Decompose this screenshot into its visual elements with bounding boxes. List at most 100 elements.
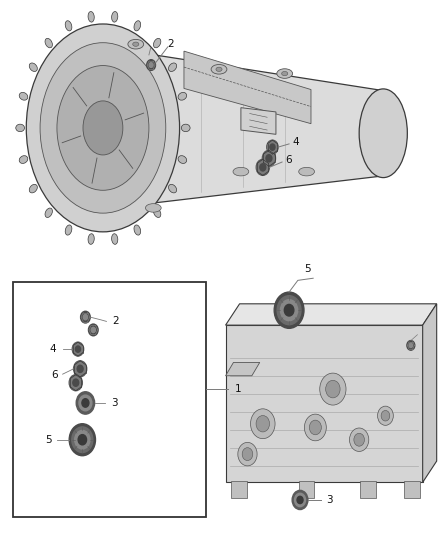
Ellipse shape (65, 21, 72, 31)
Circle shape (77, 365, 83, 373)
Circle shape (378, 406, 393, 425)
Circle shape (350, 428, 369, 451)
Ellipse shape (153, 208, 161, 217)
Ellipse shape (178, 156, 187, 164)
Ellipse shape (112, 12, 118, 22)
Circle shape (260, 164, 266, 171)
Circle shape (149, 63, 153, 68)
Circle shape (326, 381, 340, 398)
Text: 6: 6 (51, 370, 57, 380)
Text: 4: 4 (49, 344, 56, 354)
Bar (13, 282, 206, 517)
Polygon shape (184, 51, 311, 124)
Circle shape (280, 300, 298, 321)
Circle shape (75, 362, 85, 375)
Circle shape (309, 420, 321, 435)
Ellipse shape (133, 42, 139, 46)
Circle shape (256, 159, 269, 175)
Circle shape (147, 60, 155, 70)
Circle shape (82, 399, 89, 407)
Circle shape (74, 361, 87, 377)
Bar (360, 481, 376, 498)
Polygon shape (103, 47, 383, 209)
Circle shape (381, 410, 390, 421)
Text: 2: 2 (113, 317, 119, 326)
Ellipse shape (178, 92, 187, 100)
Ellipse shape (134, 21, 141, 31)
Circle shape (320, 373, 346, 405)
Polygon shape (423, 304, 437, 482)
Circle shape (270, 144, 275, 150)
Ellipse shape (181, 124, 190, 132)
Ellipse shape (19, 156, 28, 164)
Ellipse shape (128, 39, 144, 49)
Circle shape (88, 324, 98, 336)
Ellipse shape (83, 101, 123, 155)
Ellipse shape (29, 184, 37, 193)
Ellipse shape (112, 234, 118, 244)
Ellipse shape (29, 63, 37, 71)
Bar (299, 481, 314, 498)
Bar (231, 481, 247, 498)
Circle shape (79, 395, 92, 411)
Circle shape (284, 304, 294, 316)
Ellipse shape (169, 63, 177, 71)
Ellipse shape (45, 208, 53, 217)
Circle shape (83, 314, 88, 320)
Polygon shape (226, 362, 260, 376)
Circle shape (72, 342, 84, 356)
Circle shape (297, 496, 303, 504)
Circle shape (69, 424, 95, 456)
Circle shape (264, 152, 274, 165)
Circle shape (304, 414, 326, 441)
Circle shape (91, 327, 95, 333)
Circle shape (256, 416, 269, 432)
Ellipse shape (19, 92, 28, 100)
Ellipse shape (88, 12, 94, 22)
Text: 3: 3 (111, 398, 117, 408)
Circle shape (69, 375, 82, 391)
Ellipse shape (359, 89, 407, 177)
Circle shape (242, 448, 253, 461)
Circle shape (266, 155, 272, 162)
Ellipse shape (45, 38, 53, 48)
Circle shape (71, 376, 81, 389)
Bar (404, 481, 420, 498)
Ellipse shape (211, 64, 227, 74)
Circle shape (251, 409, 275, 439)
Ellipse shape (216, 67, 222, 71)
Circle shape (292, 490, 308, 510)
Ellipse shape (145, 204, 161, 212)
Circle shape (258, 161, 268, 174)
Ellipse shape (26, 24, 180, 232)
Circle shape (73, 343, 83, 355)
Text: 5: 5 (45, 435, 52, 445)
Circle shape (75, 346, 81, 352)
Ellipse shape (40, 43, 166, 213)
Circle shape (407, 341, 415, 350)
Circle shape (76, 392, 95, 414)
Circle shape (75, 431, 90, 449)
Circle shape (81, 311, 90, 323)
Ellipse shape (277, 69, 293, 78)
Ellipse shape (65, 225, 72, 235)
Text: 4: 4 (293, 138, 299, 147)
Circle shape (267, 140, 278, 154)
Ellipse shape (169, 184, 177, 193)
Circle shape (277, 296, 301, 325)
Text: 5: 5 (304, 264, 311, 274)
Text: 6: 6 (286, 156, 292, 165)
Ellipse shape (134, 225, 141, 235)
Ellipse shape (57, 66, 149, 190)
Ellipse shape (88, 234, 94, 244)
Circle shape (72, 427, 93, 453)
Circle shape (262, 150, 276, 166)
Ellipse shape (299, 167, 314, 176)
Ellipse shape (16, 124, 25, 132)
Ellipse shape (153, 38, 161, 48)
Circle shape (354, 433, 364, 446)
Circle shape (409, 343, 413, 348)
Polygon shape (241, 108, 276, 134)
Text: 3: 3 (326, 495, 333, 505)
Circle shape (78, 434, 87, 445)
